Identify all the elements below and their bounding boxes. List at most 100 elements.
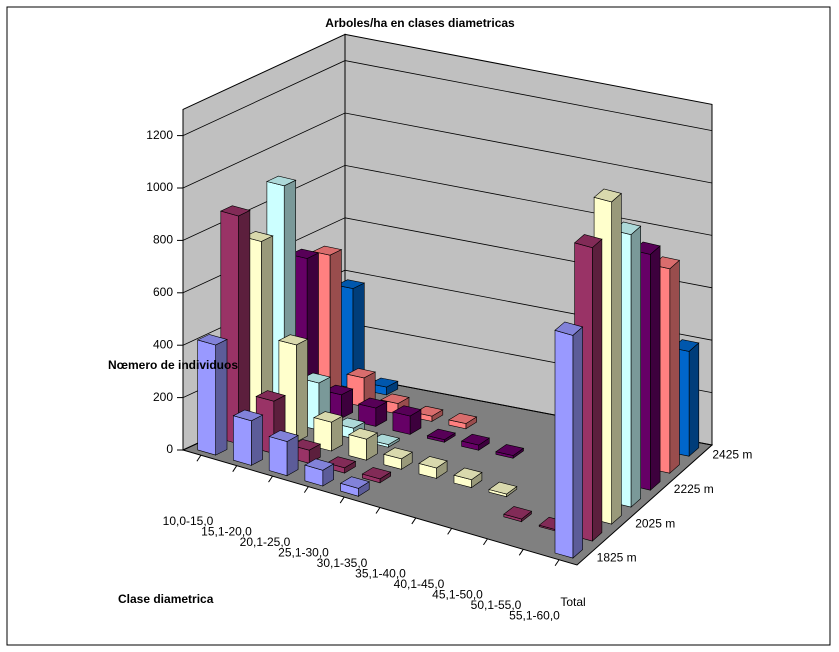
- x-tick-label: 25,1-30,0: [278, 546, 329, 560]
- bar-top: [326, 456, 357, 469]
- bar: [414, 405, 444, 422]
- x-tick-label: 35,1-40,0: [355, 567, 406, 581]
- bar-top: [335, 279, 366, 289]
- depth-tick-label: 2425 m: [712, 448, 752, 462]
- bar: [357, 397, 388, 427]
- bar-top: [495, 444, 525, 456]
- x-tick: [447, 528, 453, 535]
- bar-top: [255, 390, 286, 402]
- bar-front: [233, 415, 252, 466]
- bar-top: [313, 411, 344, 423]
- bar-top: [278, 334, 309, 346]
- bar-side: [591, 238, 603, 542]
- grid-line: [182, 112, 713, 189]
- bar-side: [630, 225, 642, 508]
- bar-top: [426, 428, 456, 441]
- bar-top: [323, 384, 354, 396]
- x-tick-label: 40,1-45,0: [394, 577, 445, 591]
- bar-top: [361, 467, 392, 480]
- y-tick-label: 600: [153, 285, 173, 299]
- bar-top: [383, 447, 413, 460]
- bar-top: [268, 430, 299, 442]
- bar-side: [286, 434, 299, 477]
- bar-side: [215, 338, 228, 456]
- bar: [503, 506, 533, 523]
- bar-top: [488, 481, 518, 495]
- bar-side: [329, 249, 342, 400]
- bar: [418, 456, 448, 479]
- bar-top: [593, 188, 622, 203]
- x-tick-label: 50,1-55,0: [471, 598, 522, 612]
- x-tick-label: 55,1-60,0: [509, 609, 560, 623]
- bar-top: [219, 205, 251, 217]
- bar-top: [232, 409, 264, 422]
- bar-top: [196, 334, 228, 346]
- bar-top: [288, 248, 320, 259]
- bar-top: [453, 467, 483, 481]
- bar-side: [650, 245, 661, 491]
- bar-top: [392, 405, 422, 417]
- x-tick: [483, 538, 488, 546]
- depth-tick-label: 2225 m: [674, 482, 714, 496]
- bar-top: [414, 405, 444, 417]
- x-tick-label: 10,0-15,0: [163, 514, 214, 528]
- bar: [268, 430, 299, 477]
- bar-top: [335, 417, 366, 429]
- bar-top: [573, 234, 603, 249]
- y-tick-label: 200: [153, 390, 173, 404]
- x-tick: [554, 559, 560, 567]
- bar-top: [554, 321, 584, 336]
- bar-side: [251, 414, 263, 466]
- bar-side: [238, 209, 251, 445]
- bar: [313, 411, 344, 452]
- bar: [488, 481, 518, 498]
- bar: [554, 321, 584, 559]
- x-tick: [232, 465, 238, 472]
- bar-side: [572, 326, 583, 559]
- bar-top: [339, 476, 370, 489]
- bar-side: [611, 192, 622, 525]
- bar-front: [554, 329, 574, 559]
- bar-top: [312, 245, 343, 256]
- bar-top: [290, 439, 322, 451]
- grid-line: [182, 60, 713, 136]
- bar-side: [669, 259, 680, 474]
- bar-top: [370, 433, 400, 445]
- bar-front: [197, 339, 216, 456]
- x-tick-label: 30,1-35,0: [317, 556, 368, 570]
- bar: [339, 476, 370, 497]
- y-tick-label: 1200: [146, 128, 173, 142]
- bar: [392, 405, 422, 435]
- bar-top: [300, 372, 332, 384]
- x-tick: [518, 549, 524, 556]
- bar: [370, 433, 400, 448]
- chart-title: Arboles/ha en clases diametricas: [325, 16, 515, 30]
- y-tick-label: 1000: [146, 180, 173, 194]
- bar: [460, 433, 491, 451]
- bar-top: [418, 456, 448, 469]
- x-tick: [339, 496, 345, 504]
- bar: [383, 447, 413, 470]
- bar: [368, 377, 399, 396]
- x-tick: [411, 517, 417, 525]
- x-tick: [375, 507, 381, 514]
- bar-top: [460, 433, 491, 446]
- bar-top: [348, 427, 379, 440]
- y-tick-label: 0: [166, 442, 173, 456]
- bar: [361, 467, 392, 484]
- x-axis-label: Clase diametrica: [118, 592, 214, 606]
- bar: [448, 412, 478, 430]
- x-tick: [303, 486, 309, 493]
- bars: [196, 175, 700, 559]
- y-axis-label: Nœmero de individuos: [108, 358, 238, 372]
- bar: [348, 427, 379, 461]
- x-tick: [196, 454, 202, 462]
- bar-top: [448, 412, 478, 424]
- bar: [196, 334, 228, 456]
- bar-top: [346, 368, 377, 379]
- x-tick-label: 45,1-50,0: [432, 588, 483, 602]
- y-tick-label: 800: [153, 233, 173, 247]
- bar: [453, 467, 483, 489]
- bar: [304, 458, 335, 487]
